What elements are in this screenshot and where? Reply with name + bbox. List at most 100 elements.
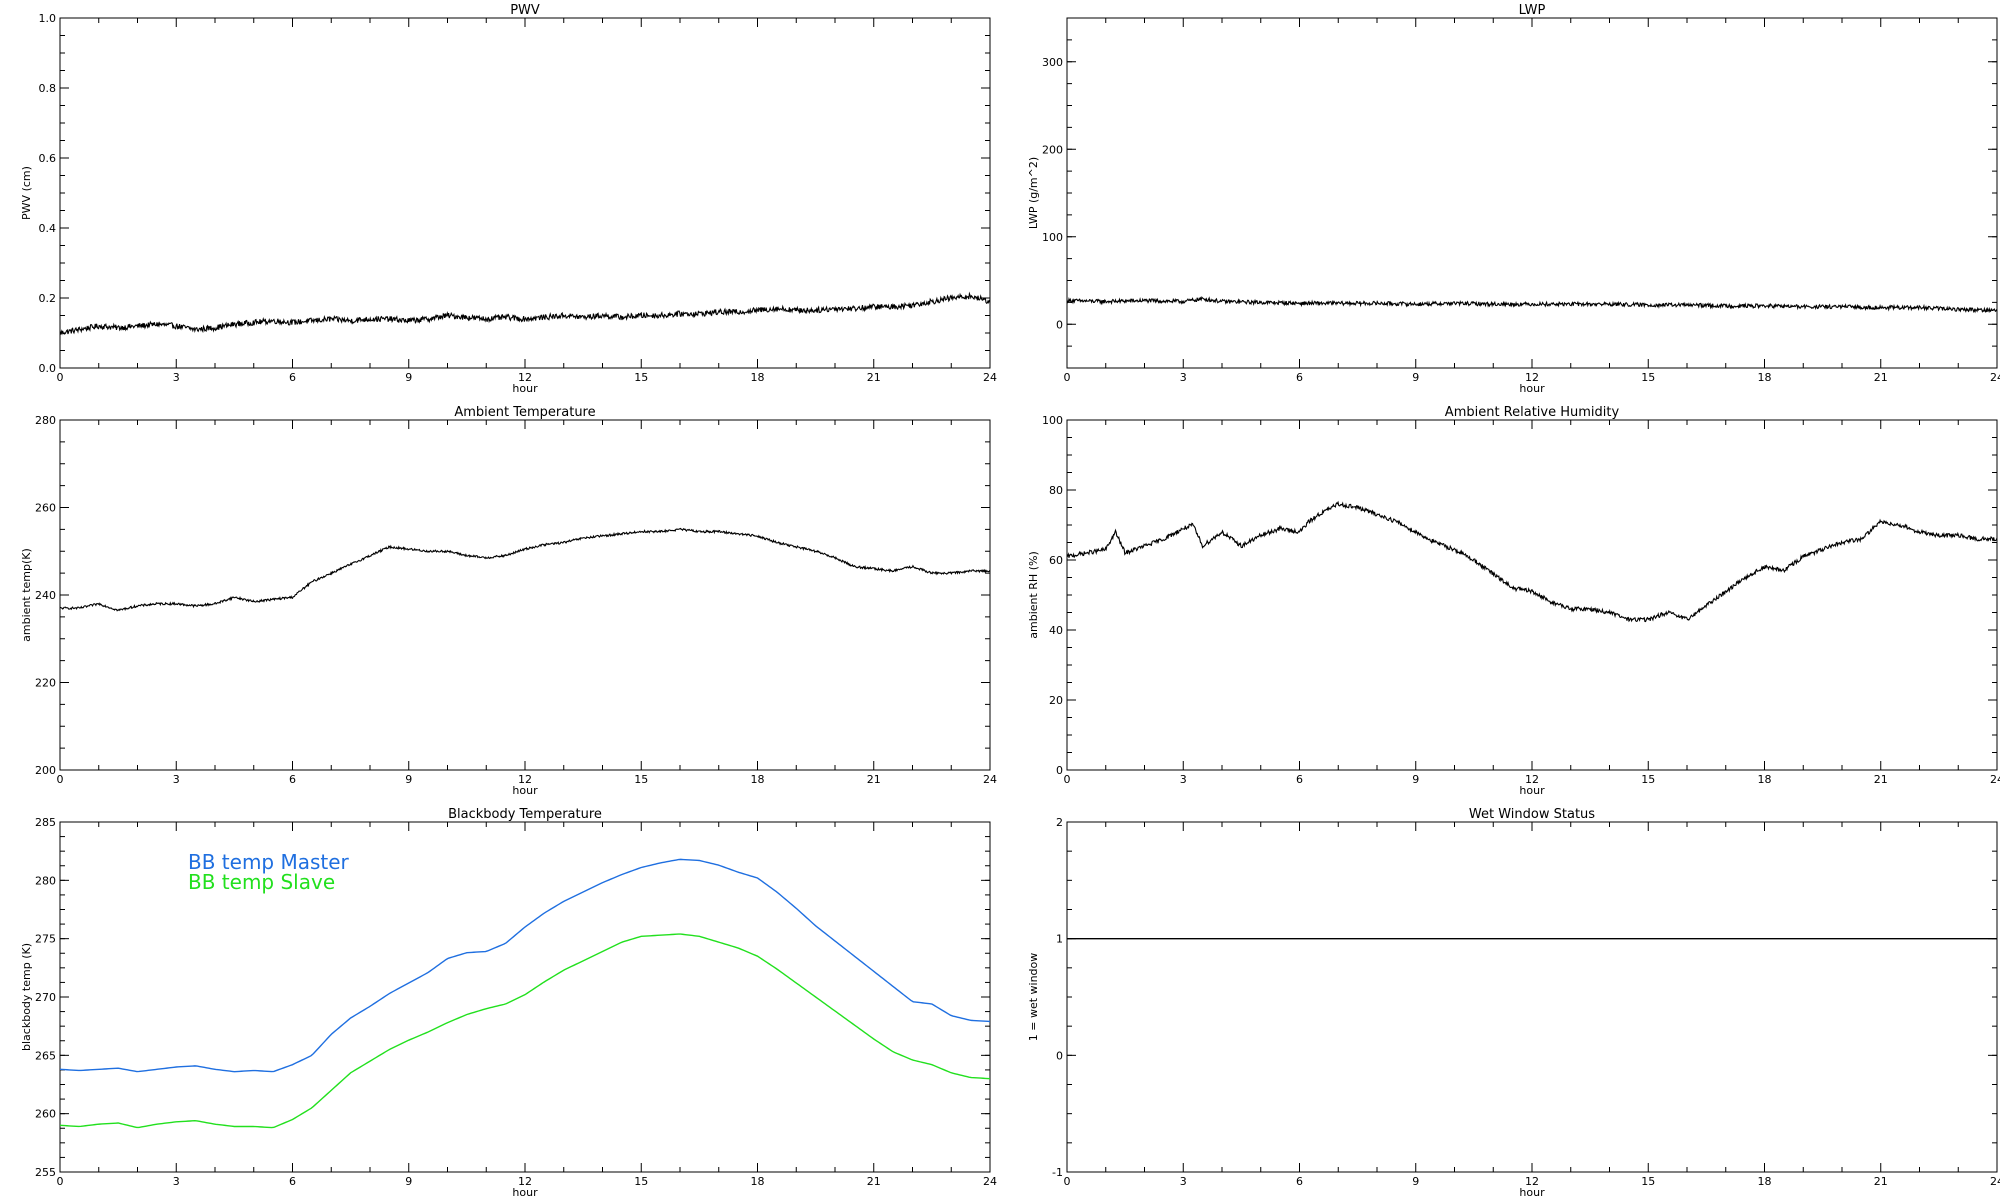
y-tick-label: 1 [1056, 933, 1063, 946]
x-tick-label: 24 [1990, 371, 2000, 384]
x-tick-label: 24 [983, 371, 997, 384]
series-line-bb-temp-slave [60, 933, 990, 1129]
x-tick-label: 9 [405, 371, 412, 384]
x-tick-label: 9 [405, 773, 412, 786]
y-tick-label: 280 [35, 414, 56, 427]
y-tick-label: 80 [1049, 484, 1063, 497]
chart-pwv: PWV 0 3 6 9 12 15 18 21 24 0.0 0.2 0.4 0.6 0.8 1.0 hour P… [20, 3, 997, 395]
x-tick-label: 24 [983, 1175, 997, 1188]
series-line-bb-temp-master [60, 858, 990, 1073]
x-tick-label: 21 [867, 773, 881, 786]
chart-title: Wet Window Status [1469, 807, 1595, 822]
legend-entry: BB temp Slave [188, 870, 335, 894]
x-axis-label: hour [512, 1186, 538, 1199]
x-tick-label: 0 [1064, 1175, 1071, 1188]
plot-frame [1066, 419, 1998, 771]
chart-title: Blackbody Temperature [448, 807, 602, 822]
x-tick-label: 15 [634, 1175, 648, 1188]
y-tick-label: 220 [35, 677, 56, 690]
y-tick-label: 200 [35, 764, 56, 777]
y-axis-label: ambient temp(K) [20, 548, 33, 642]
x-tick-label: 0 [57, 1175, 64, 1188]
x-tick-label: 6 [289, 371, 296, 384]
series-line [1067, 500, 1997, 623]
y-tick-label: 270 [35, 991, 56, 1004]
x-tick-label: 15 [1641, 1175, 1655, 1188]
y-tick-label: 0.6 [39, 152, 57, 165]
y-axis-label: PWV (cm) [20, 166, 33, 220]
y-tick-label: 0.0 [39, 362, 57, 375]
plot-frame [1066, 17, 1998, 369]
y-tick-label: 0 [1056, 1049, 1063, 1062]
y-tick-label: 40 [1049, 624, 1063, 637]
series-line [60, 291, 990, 336]
y-tick-label: 0.4 [39, 222, 57, 235]
x-tick-label: 6 [1296, 371, 1303, 384]
x-tick-label: 18 [1758, 371, 1772, 384]
x-tick-label: 18 [751, 371, 765, 384]
x-tick-label: 12 [518, 371, 532, 384]
x-tick-label: 9 [1412, 371, 1419, 384]
x-tick-label: 18 [1758, 773, 1772, 786]
x-tick-label: 12 [1525, 371, 1539, 384]
x-tick-label: 15 [634, 371, 648, 384]
x-tick-label: 3 [173, 1175, 180, 1188]
x-tick-label: 15 [1641, 371, 1655, 384]
x-tick-label: 0 [1064, 773, 1071, 786]
legend-entry: BB temp Master [188, 850, 350, 874]
x-tick-label: 21 [867, 371, 881, 384]
x-tick-label: 6 [289, 1175, 296, 1188]
chart-lwp: LWP 0 3 6 9 12 15 18 21 24 0 100 200 300 hour LWP (g/m^… [1027, 3, 2000, 395]
x-tick-label: 6 [1296, 773, 1303, 786]
y-tick-label: 0.8 [39, 82, 57, 95]
y-tick-label: 275 [35, 933, 56, 946]
x-tick-label: 24 [983, 773, 997, 786]
x-tick-label: 3 [1180, 371, 1187, 384]
y-tick-label: 280 [35, 874, 56, 887]
x-tick-label: 18 [751, 773, 765, 786]
plot-frame [59, 419, 991, 771]
x-tick-label: 9 [405, 1175, 412, 1188]
chart-title: Ambient Relative Humidity [1445, 405, 1620, 420]
x-tick-label: 0 [57, 371, 64, 384]
y-tick-label: 100 [1042, 231, 1063, 244]
y-tick-label: 255 [35, 1166, 56, 1179]
y-tick-label: 0 [1056, 764, 1063, 777]
y-tick-label: 260 [35, 502, 56, 515]
x-tick-label: 3 [1180, 1175, 1187, 1188]
x-axis-label: hour [1519, 784, 1545, 797]
y-axis-label: blackbody temp (K) [20, 943, 33, 1051]
x-axis-label: hour [512, 784, 538, 797]
plot-frame [59, 17, 991, 369]
x-axis-label: hour [512, 382, 538, 395]
chart-ambient-temperature: Ambient Temperature 0 3 6 9 12 15 18 21 24 200 220 2… [20, 405, 997, 797]
y-tick-label: 100 [1042, 414, 1063, 427]
y-axis-label: LWP (g/m^2) [1027, 157, 1040, 229]
x-tick-label: 24 [1990, 773, 2000, 786]
y-tick-label: 0 [1056, 318, 1063, 331]
x-tick-label: 21 [1874, 371, 1888, 384]
x-tick-label: 24 [1990, 1175, 2000, 1188]
x-tick-label: 12 [1525, 773, 1539, 786]
x-tick-label: 6 [1296, 1175, 1303, 1188]
x-tick-label: 18 [1758, 1175, 1772, 1188]
x-tick-label: 18 [751, 1175, 765, 1188]
x-tick-label: 21 [1874, 1175, 1888, 1188]
x-tick-label: 6 [289, 773, 296, 786]
x-tick-label: 9 [1412, 1175, 1419, 1188]
y-tick-label: 2 [1056, 816, 1063, 829]
x-tick-label: 21 [867, 1175, 881, 1188]
x-tick-label: 0 [57, 773, 64, 786]
x-tick-label: 12 [518, 1175, 532, 1188]
y-axis-label: ambient RH (%) [1027, 551, 1040, 639]
chart-blackbody-temperature: Blackbody Temperature 0 3 6 9 12 15 18 21 24 255 26… [20, 807, 997, 1199]
x-tick-label: 3 [173, 371, 180, 384]
series-line [60, 527, 990, 612]
y-tick-label: 240 [35, 589, 56, 602]
y-tick-label: 265 [35, 1049, 56, 1062]
chart-title: LWP [1519, 3, 1546, 18]
y-tick-label: 260 [35, 1108, 56, 1121]
x-tick-label: 21 [1874, 773, 1888, 786]
y-tick-label: -1 [1052, 1166, 1063, 1179]
